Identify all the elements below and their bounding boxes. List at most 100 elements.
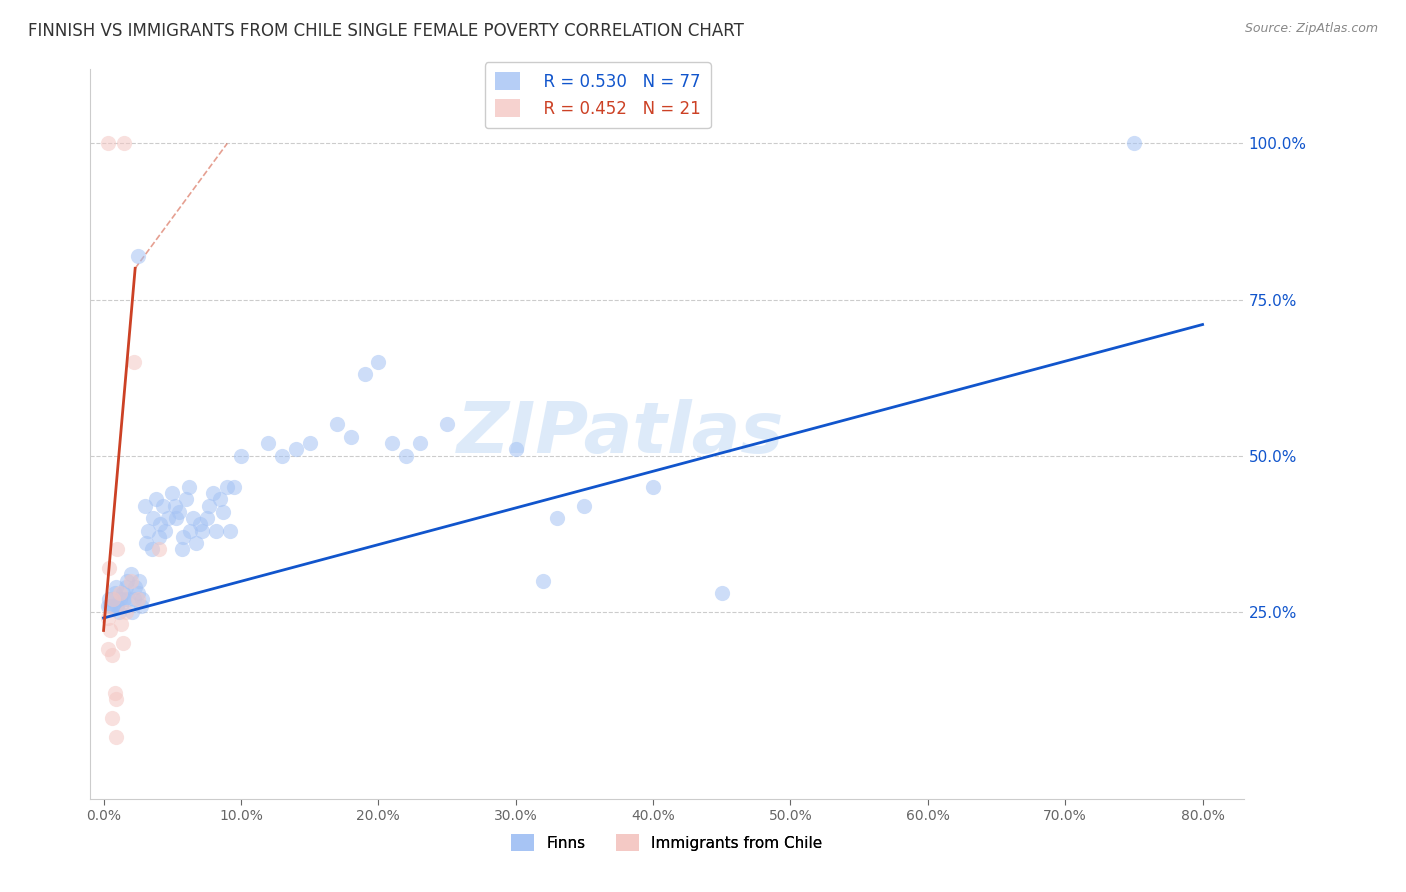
Point <box>212 505 235 519</box>
Point <box>108 592 131 607</box>
Point <box>127 249 149 263</box>
Point <box>111 586 134 600</box>
Point <box>531 574 554 588</box>
Point <box>112 136 135 151</box>
Point <box>101 592 124 607</box>
Point <box>103 686 125 700</box>
Point <box>98 561 121 575</box>
Point <box>148 530 170 544</box>
Point <box>134 499 156 513</box>
Point <box>101 599 124 613</box>
Point <box>98 592 121 607</box>
Point <box>367 355 389 369</box>
Point <box>121 605 143 619</box>
Point <box>114 605 136 619</box>
Point <box>105 542 128 557</box>
Point <box>340 430 363 444</box>
Text: FINNISH VS IMMIGRANTS FROM CHILE SINGLE FEMALE POVERTY CORRELATION CHART: FINNISH VS IMMIGRANTS FROM CHILE SINGLE … <box>28 22 744 40</box>
Point <box>184 536 207 550</box>
Point <box>120 574 142 588</box>
Point <box>101 711 124 725</box>
Point <box>326 417 349 432</box>
Point <box>710 586 733 600</box>
Legend: Finns, Immigrants from Chile: Finns, Immigrants from Chile <box>505 829 828 857</box>
Point <box>129 599 152 613</box>
Point <box>136 524 159 538</box>
Point <box>97 136 120 151</box>
Point <box>298 436 321 450</box>
Point <box>202 486 225 500</box>
Point <box>101 648 124 663</box>
Point <box>115 574 138 588</box>
Point <box>100 599 122 613</box>
Point <box>128 574 150 588</box>
Point <box>574 499 596 513</box>
Point <box>127 586 149 600</box>
Point <box>205 524 228 538</box>
Text: ZIPatlas: ZIPatlas <box>457 400 785 468</box>
Point <box>104 692 127 706</box>
Point <box>191 524 214 538</box>
Point <box>188 517 211 532</box>
Point <box>142 511 165 525</box>
Point <box>104 580 127 594</box>
Point <box>117 592 139 607</box>
Point <box>120 567 142 582</box>
Point <box>124 580 146 594</box>
Point <box>219 524 242 538</box>
Point <box>108 586 131 600</box>
Point <box>110 599 132 613</box>
Point <box>97 599 120 613</box>
Point <box>97 611 120 625</box>
Point <box>107 605 129 619</box>
Point <box>114 580 136 594</box>
Point <box>179 524 201 538</box>
Point <box>131 592 153 607</box>
Point <box>167 505 190 519</box>
Point <box>105 599 128 613</box>
Point <box>546 511 568 525</box>
Point <box>111 636 134 650</box>
Point <box>152 499 174 513</box>
Point <box>505 442 527 457</box>
Point <box>395 449 418 463</box>
Point <box>97 642 120 657</box>
Point <box>110 617 132 632</box>
Point <box>163 499 186 513</box>
Point <box>104 730 127 744</box>
Point <box>353 368 375 382</box>
Point <box>112 592 135 607</box>
Point <box>148 542 170 557</box>
Point <box>162 486 184 500</box>
Point <box>181 511 204 525</box>
Point <box>177 480 200 494</box>
Point <box>222 480 245 494</box>
Point <box>408 436 430 450</box>
Point <box>229 449 252 463</box>
Point <box>172 530 194 544</box>
Point <box>257 436 280 450</box>
Point <box>271 449 294 463</box>
Point <box>641 480 664 494</box>
Point <box>174 492 197 507</box>
Text: Source: ZipAtlas.com: Source: ZipAtlas.com <box>1244 22 1378 36</box>
Point <box>149 517 172 532</box>
Point <box>122 355 145 369</box>
Point <box>217 480 239 494</box>
Point <box>103 586 125 600</box>
Point <box>135 536 157 550</box>
Point <box>195 511 218 525</box>
Point <box>141 542 163 557</box>
Point <box>170 542 193 557</box>
Point <box>436 417 458 432</box>
Point <box>127 592 149 607</box>
Point <box>381 436 404 450</box>
Point <box>155 524 177 538</box>
Point <box>100 624 122 638</box>
Point <box>1122 136 1144 151</box>
Point <box>165 511 187 525</box>
Point <box>145 492 167 507</box>
Point <box>284 442 307 457</box>
Point <box>198 499 221 513</box>
Point <box>157 511 180 525</box>
